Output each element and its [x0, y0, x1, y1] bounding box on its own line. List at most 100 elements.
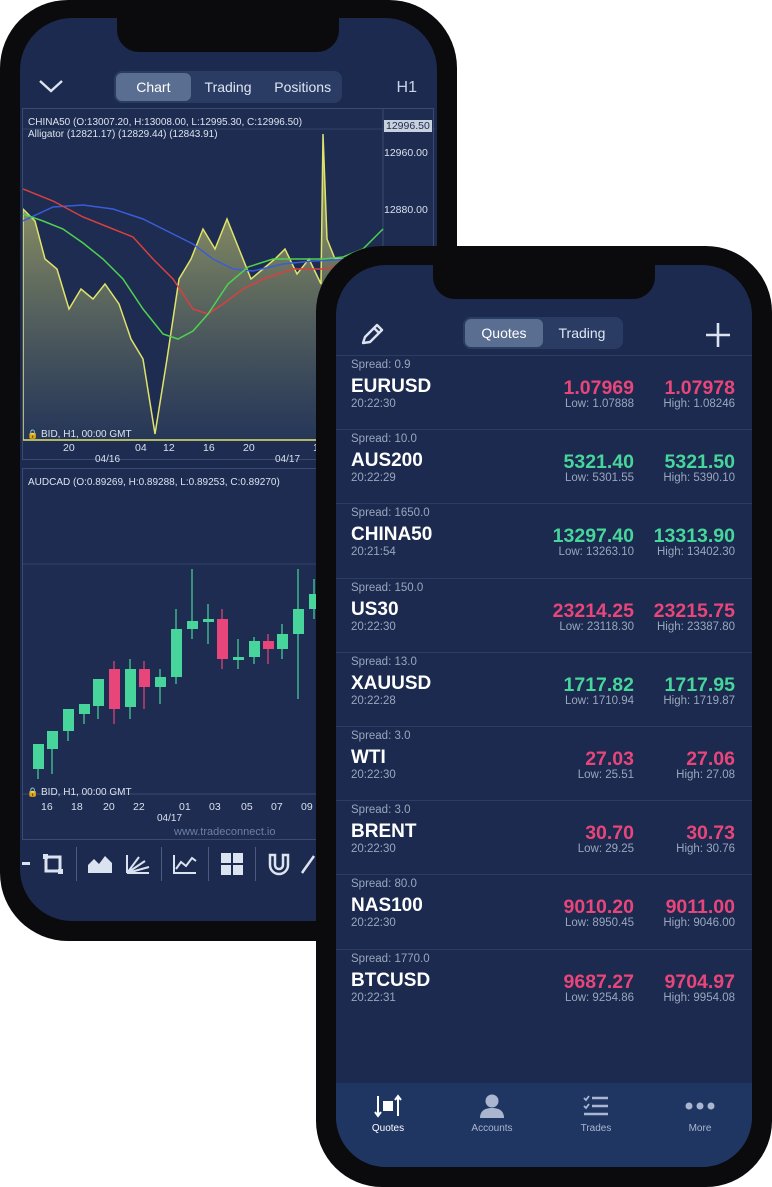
bottom-tab-bar: Quotes Accounts: [336, 1083, 752, 1167]
watermark: www.tradeconnect.io: [174, 826, 276, 838]
nav-accounts[interactable]: Accounts: [440, 1083, 544, 1167]
symbol-name: CHINA50: [351, 524, 433, 546]
spread-label: Spread: 3.0: [351, 804, 411, 817]
indicator-chart-icon[interactable]: [166, 849, 204, 879]
quote-time: 20:21:54: [351, 546, 396, 559]
grid-layout-icon[interactable]: [213, 849, 251, 879]
tab-chart[interactable]: Chart: [116, 73, 191, 101]
tab-positions[interactable]: Positions: [274, 79, 332, 95]
more-dots-icon: [685, 1102, 715, 1110]
tab-quotes[interactable]: Quotes: [465, 319, 543, 347]
ask-price[interactable]: 9704.97: [664, 970, 736, 993]
symbol-name: NAS100: [351, 895, 423, 917]
x-tick: 20: [243, 442, 255, 454]
spread-label: Spread: 0.9: [351, 359, 411, 371]
candle-body: [139, 669, 150, 687]
quote-row[interactable]: Spread: 3.0 WTI 20:22:30 27.03 27.06 Low: 25.…: [336, 727, 752, 802]
high-price: High: 5390.10: [663, 472, 735, 485]
bid-price[interactable]: 5321.40: [563, 451, 635, 474]
quote-time: 20:22:30: [351, 843, 396, 856]
x-tick: 01: [179, 801, 191, 813]
low-price: Low: 29.25: [577, 843, 634, 856]
candle-body: [63, 709, 74, 731]
spread-label: Spread: 80.0: [351, 878, 417, 891]
tool-partial-icon[interactable]: [20, 849, 34, 879]
x-tick: 03: [209, 801, 221, 813]
ask-price[interactable]: 1717.95: [664, 673, 736, 696]
bid-price[interactable]: 27.03: [585, 747, 634, 770]
chart2-bid-text: BID, H1, 00:00 GMT: [41, 787, 132, 798]
timeframe-selector[interactable]: H1: [396, 79, 417, 96]
symbol-name: EURUSD: [351, 376, 432, 397]
area-chart-icon[interactable]: [81, 849, 119, 879]
spread-label: Spread: 1770.0: [351, 952, 430, 965]
pencil-tool-icon[interactable]: [298, 849, 318, 879]
symbol-name: BRENT: [351, 821, 417, 843]
ask-price[interactable]: 27.06: [686, 747, 735, 770]
x-tick: 07: [271, 801, 283, 813]
ask-price[interactable]: 30.73: [686, 822, 735, 845]
bid-price[interactable]: 30.70: [585, 822, 634, 845]
checklist-icon: [583, 1095, 608, 1116]
alligator-teeth-line: [23, 188, 384, 315]
low-price: Low: 1.07888: [564, 398, 634, 410]
quote-row[interactable]: Spread: 1650.0 CHINA50 20:21:54 13297.40 133…: [336, 504, 752, 579]
ask-price[interactable]: 1.07978: [664, 377, 736, 399]
candle-body: [277, 634, 288, 649]
nav-quotes[interactable]: Quotes: [336, 1083, 440, 1167]
candle-body: [125, 669, 136, 707]
bid-price[interactable]: 9687.27: [563, 970, 635, 993]
bid-price[interactable]: 23214.25: [552, 599, 634, 622]
bid-price[interactable]: 1.07969: [563, 377, 635, 399]
candle-body: [171, 629, 182, 677]
quote-row[interactable]: Spread: 150.0 US30 20:22:30 23214.25 23215.7…: [336, 579, 752, 653]
crop-icon[interactable]: [34, 849, 72, 879]
quote-row[interactable]: Spread: 3.0 BRENT 20:22:30 30.70 30.73 Low: 2…: [336, 801, 752, 876]
ask-price[interactable]: 5321.50: [664, 451, 736, 474]
ask-price[interactable]: 9011.00: [665, 896, 735, 919]
nav-accounts-label: Accounts: [471, 1123, 513, 1134]
edit-pencil-icon[interactable]: [358, 321, 386, 349]
current-price-tag: 12996.50: [384, 120, 432, 132]
bid-price[interactable]: 13297.40: [552, 525, 634, 548]
x-tick: 09: [301, 801, 313, 813]
quote-row[interactable]: Spread: 80.0 NAS100 20:22:30 9010.20 9011.00…: [336, 875, 752, 950]
quote-row[interactable]: Spread: 0.9 EURUSD 20:22:30 1.07969 1.07978 L…: [336, 356, 752, 431]
fibonacci-fan-icon[interactable]: [119, 849, 157, 879]
date-label: 04/16: [95, 454, 121, 465]
alligator-lips-line: [23, 213, 384, 340]
candle-body: [309, 594, 320, 609]
chevron-down-icon[interactable]: [38, 76, 64, 96]
quote-row[interactable]: Spread: 13.0 XAUUSD 20:22:28 1717.82 1717.95…: [336, 653, 752, 727]
tab-trading[interactable]: Trading: [558, 325, 606, 341]
candle-body: [249, 641, 260, 657]
x-tick: 1: [313, 442, 319, 454]
high-price: High: 27.08: [676, 768, 735, 781]
tab-trading[interactable]: Trading: [204, 79, 252, 95]
bid-price[interactable]: 1717.82: [563, 673, 635, 696]
quote-time: 20:22:31: [351, 991, 396, 1004]
quotes-header: Quotes Trading: [336, 315, 752, 355]
spread-label: Spread: 13.0: [351, 655, 417, 668]
quote-time: 20:22:29: [351, 472, 396, 485]
quote-row[interactable]: Spread: 10.0 AUS200 20:22:29 5321.40 5321.50…: [336, 430, 752, 505]
high-price: High: 13402.30: [656, 546, 735, 559]
chart1-bid-label: 🔒 BID, H1, 00:00 GMT: [27, 429, 132, 440]
nav-more[interactable]: More: [648, 1083, 752, 1167]
high-price: High: 30.76: [676, 843, 735, 856]
ask-price[interactable]: 23215.75: [653, 599, 735, 622]
magnet-icon[interactable]: [260, 849, 298, 879]
add-symbol-icon[interactable]: [704, 321, 732, 349]
ask-price[interactable]: 13313.90: [653, 525, 735, 548]
candle-body: [217, 619, 228, 659]
nav-trades-label: Trades: [580, 1123, 612, 1134]
spread-label: Spread: 1650.0: [351, 507, 430, 520]
quote-row[interactable]: Spread: 1770.0 BTCUSD 20:22:31 9687.27 9704.…: [336, 950, 752, 1011]
audcad-ohlc-label: AUDCAD (O:0.89269, H:0.89288, L:0.89253,…: [28, 477, 280, 488]
x-tick: 22: [133, 801, 145, 813]
symbol-name: AUS200: [351, 450, 423, 472]
nav-trades[interactable]: Trades: [544, 1083, 648, 1167]
high-price: High: 9046.00: [663, 917, 735, 930]
quote-time: 20:22:30: [351, 768, 396, 781]
bid-price[interactable]: 9010.20: [563, 896, 635, 919]
